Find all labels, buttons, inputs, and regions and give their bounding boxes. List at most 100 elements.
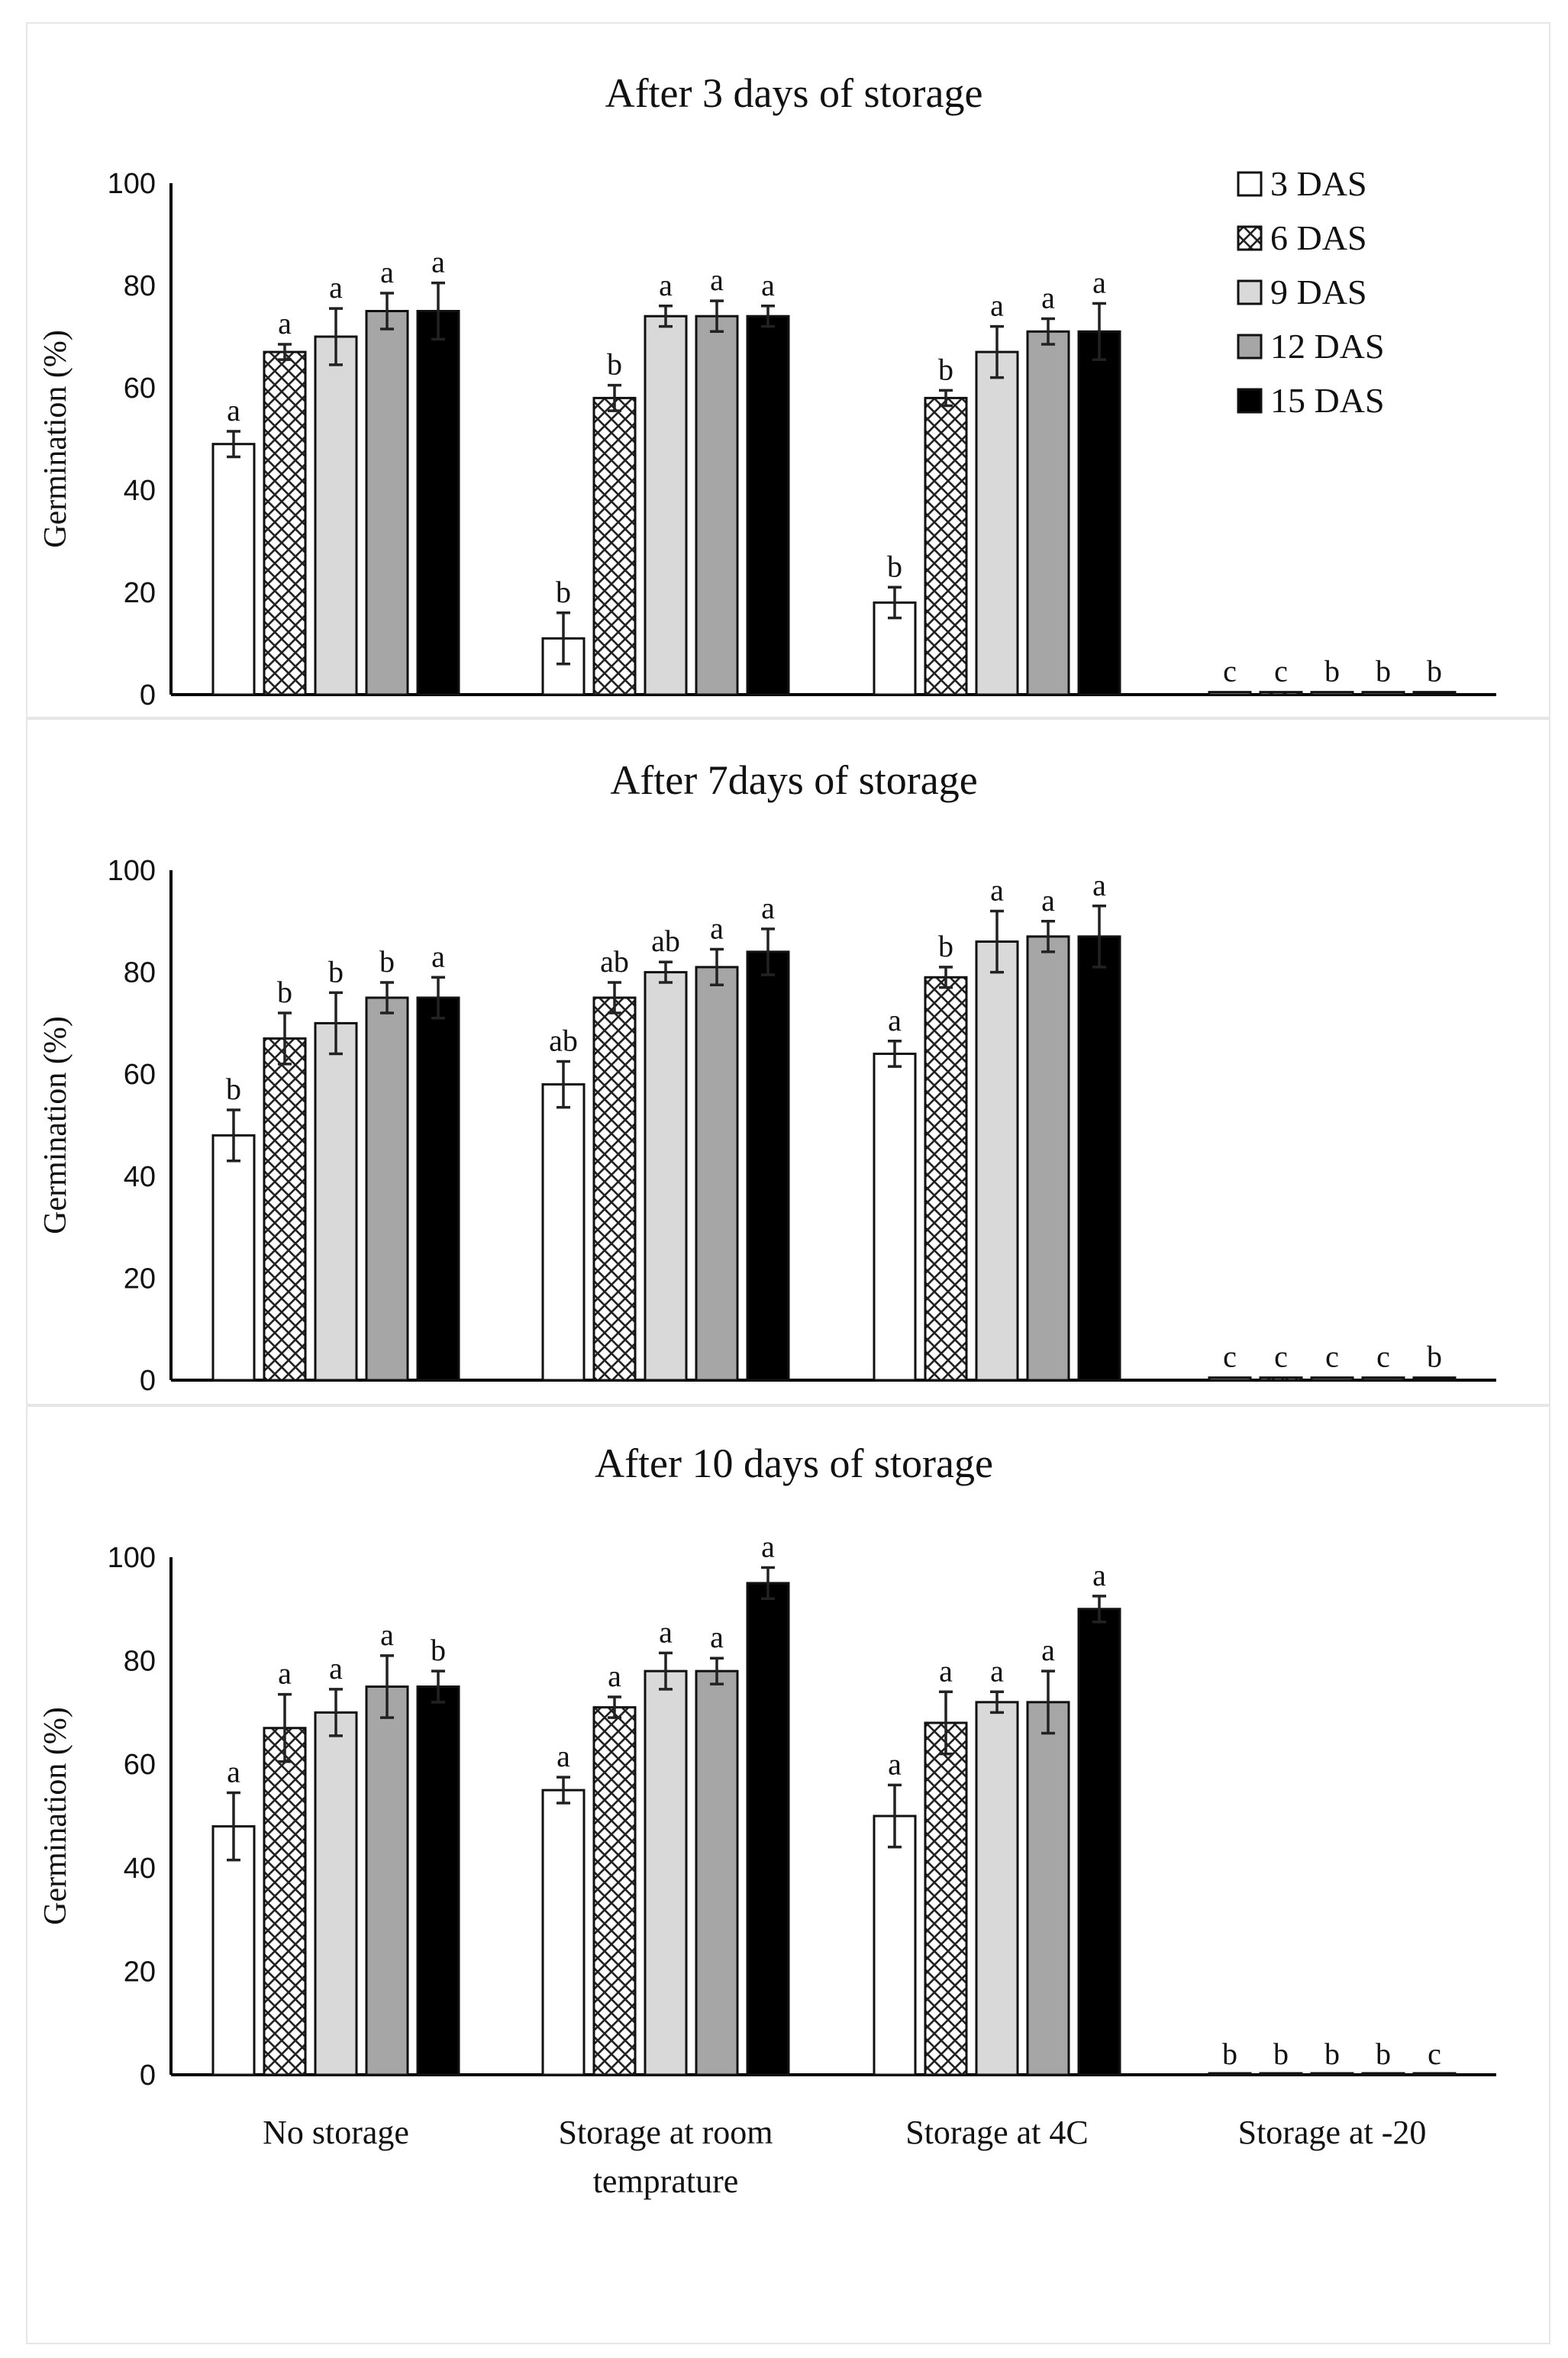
bar [975, 350, 1019, 696]
significance-letter: a [278, 306, 292, 340]
bar [695, 315, 739, 696]
legend-label: 12 DAS [1270, 327, 1385, 366]
category-label: No storage [263, 2114, 409, 2151]
bar [263, 1727, 307, 2076]
bar [365, 310, 409, 696]
bar [1077, 935, 1121, 1382]
category-label: Storage at 4C [905, 2114, 1089, 2151]
significance-letter: a [1041, 281, 1055, 315]
bar [644, 1669, 688, 2076]
bar [1208, 691, 1252, 696]
bar [644, 971, 688, 1382]
significance-letter: b [607, 347, 622, 382]
significance-letter: b [1376, 2037, 1391, 2071]
y-tick-label: 60 [124, 1059, 156, 1091]
bar [924, 396, 968, 696]
significance-letter: c [1274, 654, 1288, 689]
significance-letter: b [1376, 654, 1391, 689]
bar [746, 950, 790, 1382]
legend-label: 9 DAS [1270, 273, 1367, 311]
significance-letter: a [227, 393, 240, 427]
y-tick-label: 20 [124, 1956, 156, 1988]
bar [314, 335, 358, 696]
bar [873, 1814, 917, 2076]
category-label: Storage at room [558, 2114, 773, 2151]
significance-letter: b [887, 549, 902, 583]
bar [1259, 2072, 1303, 2076]
bar [314, 1021, 358, 1382]
bar [924, 976, 968, 1382]
y-tick-label: 80 [124, 1646, 156, 1678]
y-axis-label: Germination (%) [38, 330, 73, 548]
bar [263, 1037, 307, 1382]
significance-letter: a [1092, 868, 1106, 902]
y-tick-label: 80 [124, 270, 156, 302]
significance-letter: c [1325, 1340, 1339, 1374]
y-tick-label: 20 [124, 1263, 156, 1295]
legend: 3 DAS 6 DAS 9 DAS 12 DAS 15 DAS [1237, 164, 1385, 420]
significance-letter: c [1223, 1340, 1237, 1374]
significance-letter: a [710, 263, 724, 297]
significance-letter: a [380, 255, 394, 289]
bar [1259, 1376, 1303, 1382]
significance-letter: b [277, 975, 292, 1009]
bar [1259, 691, 1303, 696]
bar [644, 315, 688, 696]
chart-title: After 7days of storage [610, 757, 977, 803]
significance-letter: a [329, 270, 343, 305]
significance-letter: ab [651, 924, 680, 958]
significance-letter: a [939, 1653, 953, 1688]
y-tick-label: 20 [124, 577, 156, 609]
legend-swatch [1237, 334, 1263, 360]
significance-letter: a [227, 1754, 240, 1789]
significance-letter: b [938, 929, 953, 963]
bar [1026, 1701, 1070, 2076]
bar [1361, 691, 1405, 696]
bar [1026, 935, 1070, 1382]
bar [1208, 2072, 1252, 2076]
y-tick-label: 40 [124, 1161, 156, 1193]
bar [1208, 1376, 1252, 1382]
y-axis-label: Germination (%) [38, 1707, 73, 1925]
category-label: Storage at -20 [1238, 2114, 1427, 2151]
bar [416, 996, 460, 1382]
significance-letter: c [1274, 1340, 1288, 1374]
legend-swatch [1237, 171, 1263, 197]
bar [1077, 330, 1121, 696]
significance-letter: b [938, 352, 953, 386]
bar [416, 310, 460, 696]
y-tick-label: 60 [124, 373, 156, 405]
chart-title: After 10 days of storage [595, 1440, 993, 1486]
significance-letter: a [761, 1530, 775, 1564]
significance-letter: c [1376, 1340, 1390, 1374]
chart-title: After 3 days of storage [605, 70, 983, 116]
legend-swatch [1237, 279, 1263, 305]
significance-letter: b [379, 944, 395, 979]
bar [211, 443, 256, 696]
bar [592, 396, 637, 696]
bar [873, 1052, 917, 1382]
bar [541, 1789, 586, 2076]
bar [1361, 2072, 1405, 2076]
bar [746, 315, 790, 696]
y-tick-label: 80 [124, 957, 156, 989]
y-tick-label: 100 [108, 855, 156, 887]
bar [1077, 1608, 1121, 2076]
significance-letter: ab [600, 944, 629, 979]
significance-letter: a [761, 891, 775, 925]
significance-letter: a [710, 1620, 724, 1654]
y-tick-label: 0 [140, 2060, 156, 2092]
significance-letter: a [1041, 883, 1055, 918]
chart-panel-1: After 3 days of storage 0 20 40 60 80 100 Germi… [26, 22, 1550, 718]
y-tick-label: 40 [124, 475, 156, 507]
significance-letter: a [1041, 1633, 1055, 1667]
bar [541, 1083, 586, 1382]
significance-letter: a [888, 1003, 902, 1037]
legend-swatch [1237, 225, 1263, 251]
bar [541, 637, 586, 696]
legend-label: 3 DAS [1270, 164, 1367, 203]
bar [1026, 330, 1070, 696]
bar [592, 996, 637, 1382]
bar [695, 966, 739, 1382]
